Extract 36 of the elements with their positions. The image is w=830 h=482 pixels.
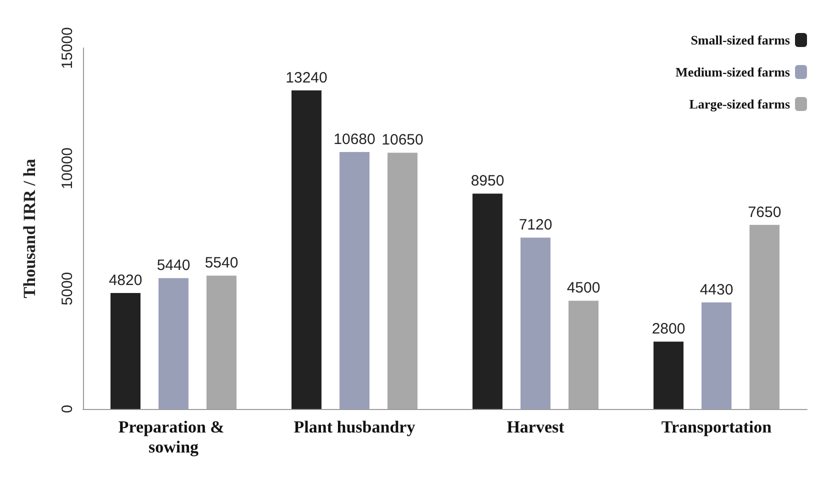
data-label: 4500 <box>566 280 600 297</box>
bar <box>568 300 598 409</box>
bar <box>388 152 418 409</box>
data-label: 10680 <box>334 130 376 148</box>
data-label: 5540 <box>204 254 238 272</box>
data-label: 8950 <box>470 172 504 190</box>
y-axis-title: Thousand IRR / ha <box>20 158 39 298</box>
legend-label: Medium-sized farms <box>676 64 790 80</box>
bar <box>206 276 236 409</box>
bar <box>520 238 550 409</box>
data-label: 13240 <box>286 69 328 86</box>
y-tick-label: 5000 <box>59 272 76 306</box>
y-tick-label: 15000 <box>59 27 76 69</box>
data-label: 4430 <box>700 281 734 298</box>
y-tick-label: 0 <box>59 404 76 414</box>
data-label: 10650 <box>382 132 424 149</box>
data-label: 2800 <box>652 320 686 338</box>
data-label: 4820 <box>108 272 142 289</box>
bar <box>158 278 188 409</box>
data-label: 7120 <box>518 216 552 234</box>
legend-label: Small-sized farms <box>690 32 790 48</box>
bar <box>654 342 684 409</box>
x-tick-label: Harvest <box>506 418 565 436</box>
bar <box>472 194 502 409</box>
legend-label: Large-sized farms <box>689 96 790 112</box>
x-tick-label: Preparation & sowing <box>118 418 229 456</box>
bar <box>340 152 370 409</box>
data-label: 7650 <box>748 204 782 221</box>
bar <box>750 224 780 409</box>
x-tick-label: Transportation <box>661 418 772 436</box>
x-tick-label: Plant husbandry <box>294 418 416 436</box>
bar <box>292 90 322 409</box>
bar <box>110 293 140 409</box>
y-tick-label: 10000 <box>59 147 76 190</box>
data-label: 5440 <box>156 257 190 274</box>
bar <box>702 302 732 409</box>
